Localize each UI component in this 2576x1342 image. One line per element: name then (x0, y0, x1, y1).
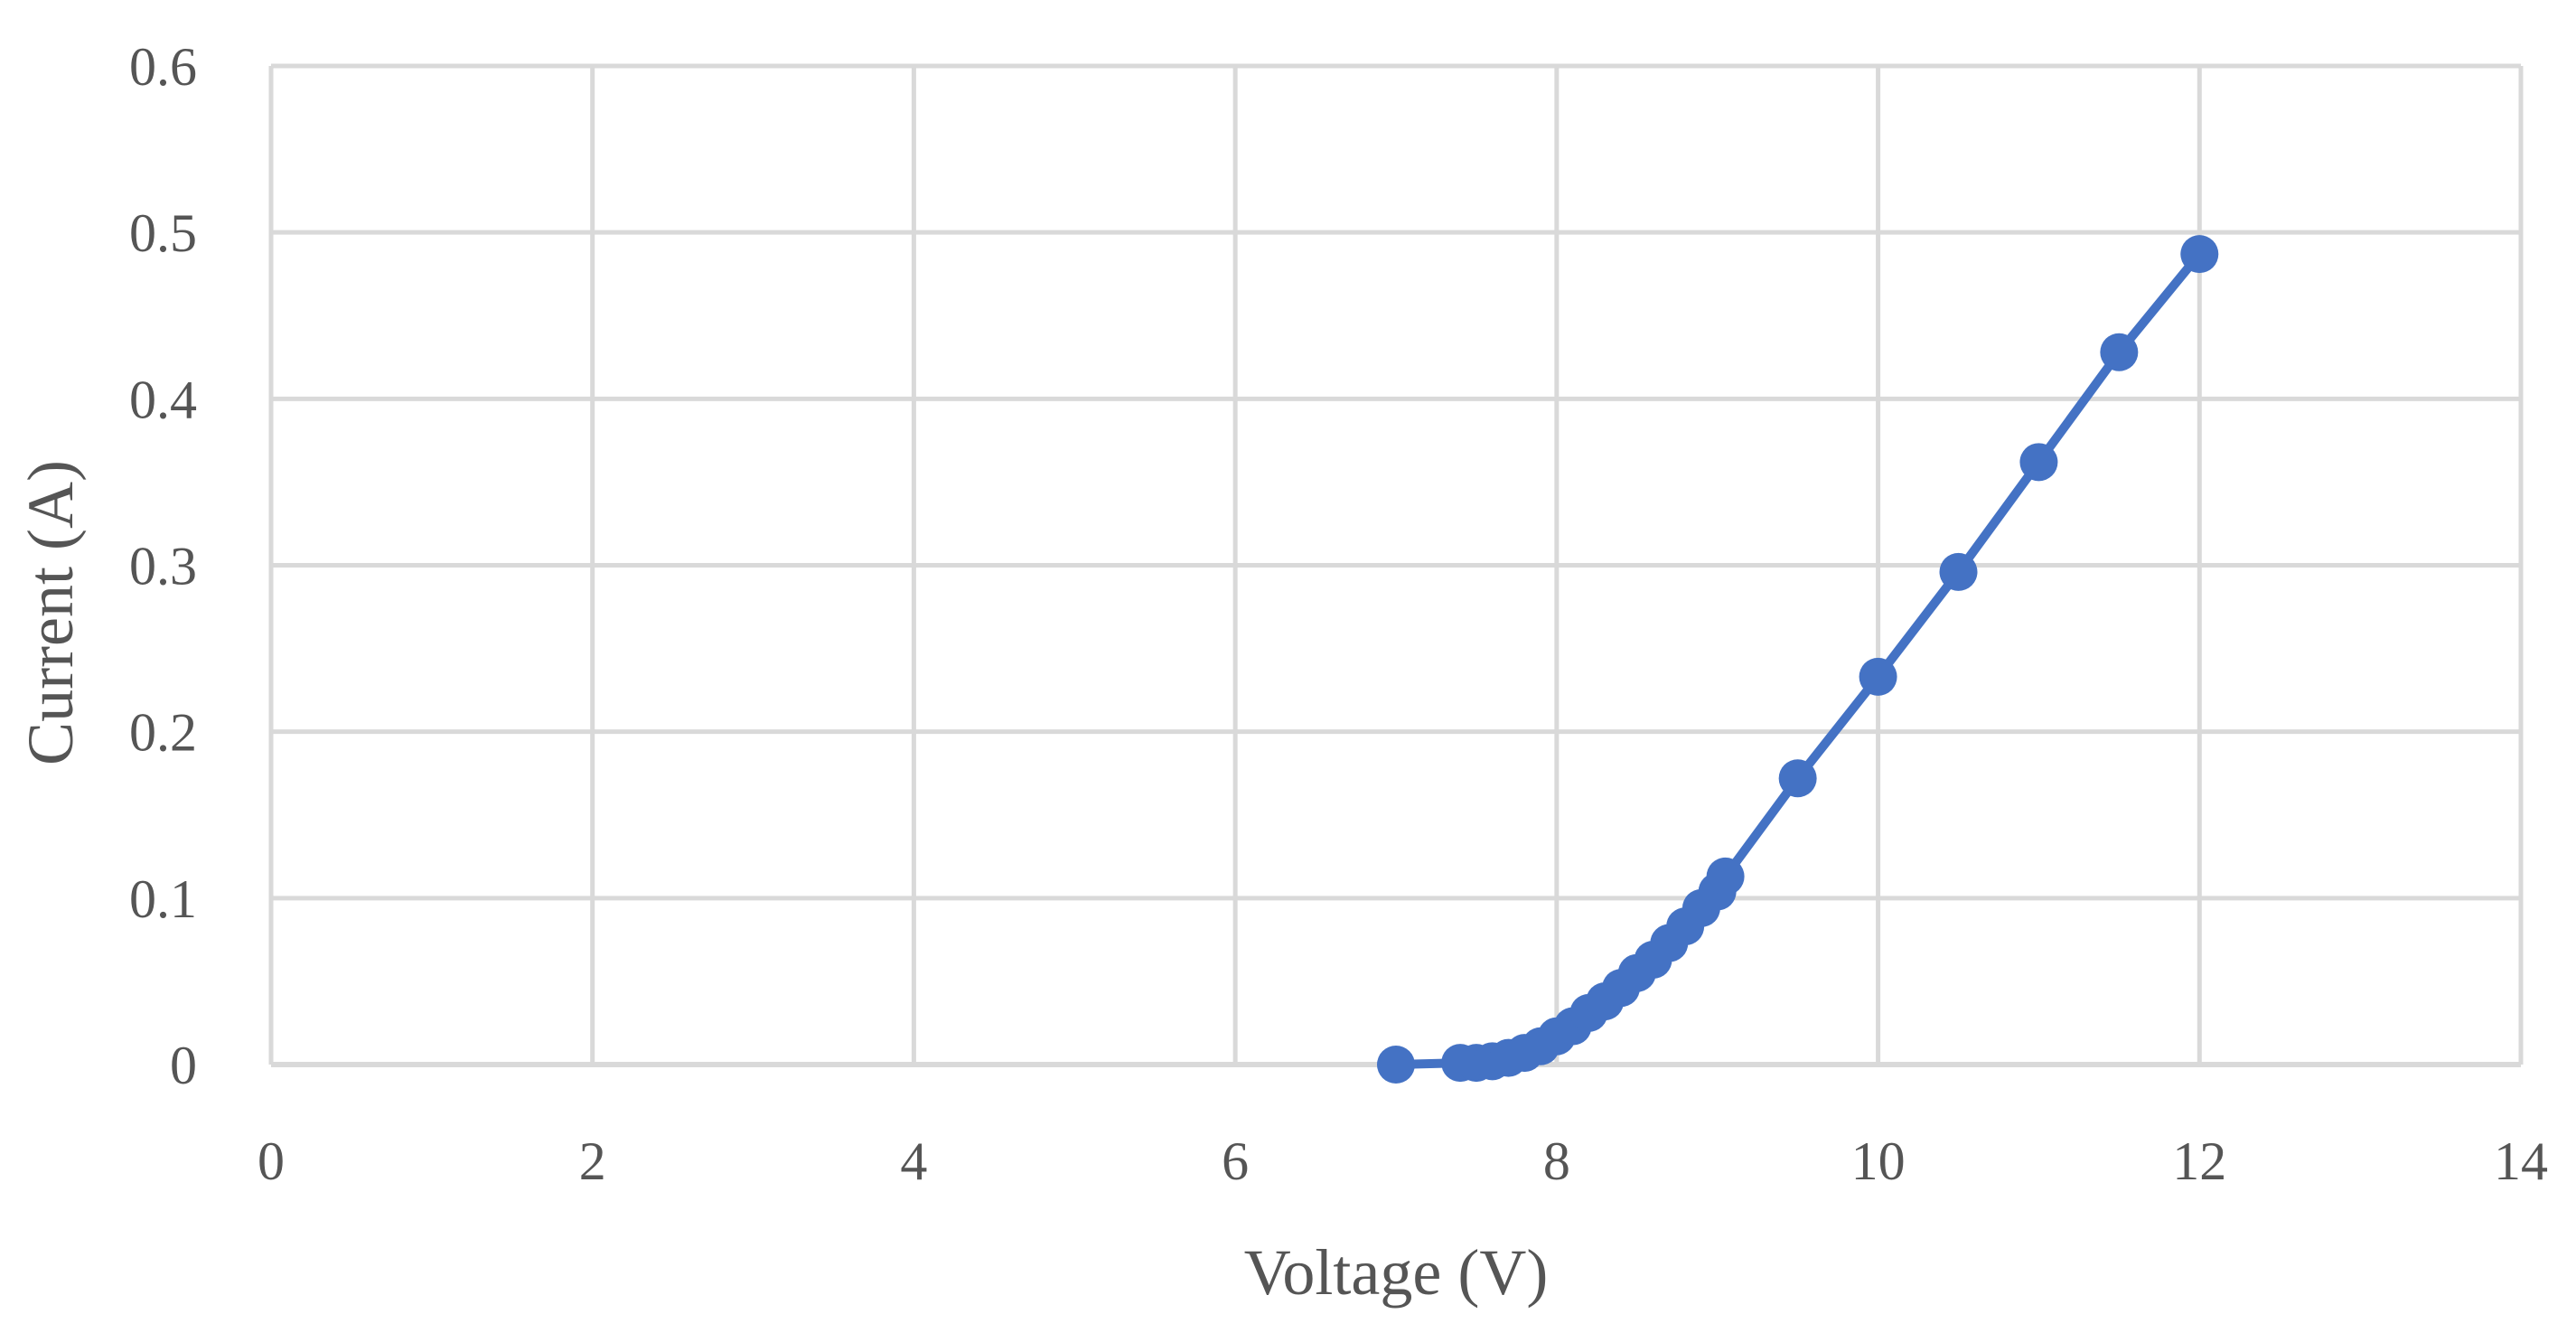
x-tick-label: 10 (1851, 1131, 1906, 1191)
grid-layer (268, 63, 2524, 1065)
y-tick-label: 0.1 (129, 869, 197, 929)
y-axis-title: Current (A) (14, 460, 87, 765)
y-tick-label: 0.3 (129, 537, 197, 596)
series-layer (1377, 235, 2219, 1084)
data-point (1377, 1046, 1415, 1084)
x-tick-label: 8 (1543, 1131, 1570, 1191)
y-tick-label: 0.6 (129, 37, 197, 97)
data-point (2019, 443, 2058, 482)
y-tick-label: 0 (170, 1036, 197, 1095)
y-tick-label: 0.4 (129, 370, 197, 429)
x-tick-label: 4 (900, 1131, 927, 1191)
data-point (2180, 235, 2219, 274)
x-axis-title: Voltage (V) (1244, 1236, 1549, 1309)
x-tick-label: 0 (258, 1131, 285, 1191)
data-point (1778, 759, 1817, 798)
label-layer: Voltage (V) Current (A) 0 0.1 0.2 0.3 0.4 0.5… (14, 37, 2548, 1309)
data-point (1939, 552, 1978, 591)
x-tick-label: 6 (1222, 1131, 1249, 1191)
y-tick-label: 0.2 (129, 703, 197, 763)
x-tick-label: 12 (2172, 1131, 2226, 1191)
x-tick-label: 2 (579, 1131, 606, 1191)
data-point (2100, 333, 2139, 371)
series-line (1391, 249, 2205, 1069)
y-tick-label: 0.5 (129, 203, 197, 263)
data-point (1706, 857, 1745, 896)
data-point (1859, 657, 1897, 696)
x-tick-label: 14 (2494, 1131, 2548, 1191)
